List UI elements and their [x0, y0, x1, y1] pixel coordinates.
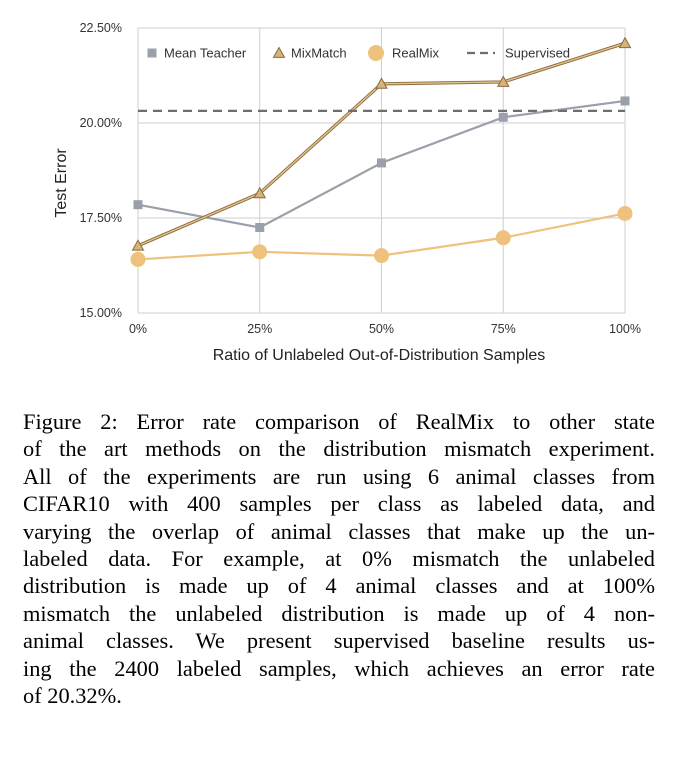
triangle-marker — [131, 239, 145, 251]
triangle-marker — [375, 77, 388, 89]
y-axis-label: Test Error — [53, 148, 70, 218]
square-marker — [498, 112, 508, 122]
legend: Mean Teacher MixMatch RealMix Supervised — [147, 45, 570, 61]
grid — [137, 27, 626, 314]
caption-line: of 20.32%. — [23, 683, 122, 709]
circle-marker — [130, 251, 146, 267]
circle-marker — [368, 45, 384, 61]
x-tick-labels: 0% 25% 50% 75% 100% — [129, 322, 641, 336]
legend-label: RealMix — [392, 46, 439, 61]
y-tick-label: 20.00% — [80, 116, 122, 130]
caption-line: ing the 2400 labeled samples, which achi… — [23, 655, 655, 681]
legend-item-mean-teacher: Mean Teacher — [147, 46, 247, 61]
square-marker — [255, 223, 265, 232]
series-mixmatch — [131, 36, 632, 251]
triangle-marker — [253, 186, 267, 199]
figure-caption: Figure 2: Error rate comparison of RealM… — [23, 408, 655, 709]
square-marker — [147, 48, 157, 58]
legend-label: Supervised — [505, 46, 570, 61]
square-marker — [620, 96, 630, 106]
caption-line: mismatch the unlabeled distribution is m… — [23, 600, 655, 626]
line-chart: 15.00% 17.50% 20.00% 22.50% 0% 25% 50% 75% 100%… — [53, 21, 641, 364]
caption-line: animal classes. We present supervised ba… — [23, 628, 655, 654]
series — [130, 36, 633, 267]
y-tick-label: 17.50% — [80, 211, 122, 225]
square-marker — [377, 158, 386, 168]
x-axis-label: Ratio of Unlabeled Out-of-Distribution S… — [213, 347, 546, 364]
x-tick-label: 0% — [129, 322, 147, 336]
circle-marker — [252, 244, 268, 260]
x-tick-label: 25% — [247, 322, 272, 336]
series-realmix — [130, 205, 633, 267]
circle-marker — [495, 230, 511, 246]
legend-item-realmix: RealMix — [368, 45, 439, 61]
caption-line: Figure 2: Error rate comparison of RealM… — [23, 409, 655, 434]
legend-item-mixmatch: MixMatch — [272, 46, 347, 61]
triangle-marker — [272, 46, 286, 58]
circle-marker — [374, 248, 389, 264]
legend-label: MixMatch — [291, 46, 347, 61]
triangle-marker — [618, 36, 632, 49]
y-tick-label: 22.50% — [80, 21, 122, 35]
x-tick-label: 100% — [609, 322, 641, 336]
circle-marker — [617, 205, 633, 221]
triangle-marker — [496, 75, 510, 87]
caption-line: All of the experiments are run using 6 a… — [23, 463, 655, 489]
caption-line: of the art methods on the distribution m… — [23, 436, 655, 462]
caption-line: labeled data. For example, at 0% mismatc… — [23, 546, 655, 572]
caption-line: varying the overlap of animal classes th… — [23, 518, 655, 544]
caption-line: CIFAR10 with 400 samples per class as la… — [23, 491, 655, 517]
x-tick-label: 75% — [491, 322, 516, 336]
square-marker — [133, 200, 143, 210]
y-tick-labels: 15.00% 17.50% 20.00% 22.50% — [80, 21, 122, 320]
y-tick-label: 15.00% — [80, 306, 122, 320]
legend-label: Mean Teacher — [164, 46, 247, 61]
x-tick-label: 50% — [369, 322, 394, 336]
legend-item-supervised: Supervised — [467, 46, 570, 61]
caption-line: distribution is made up of 4 animal clas… — [23, 573, 655, 599]
